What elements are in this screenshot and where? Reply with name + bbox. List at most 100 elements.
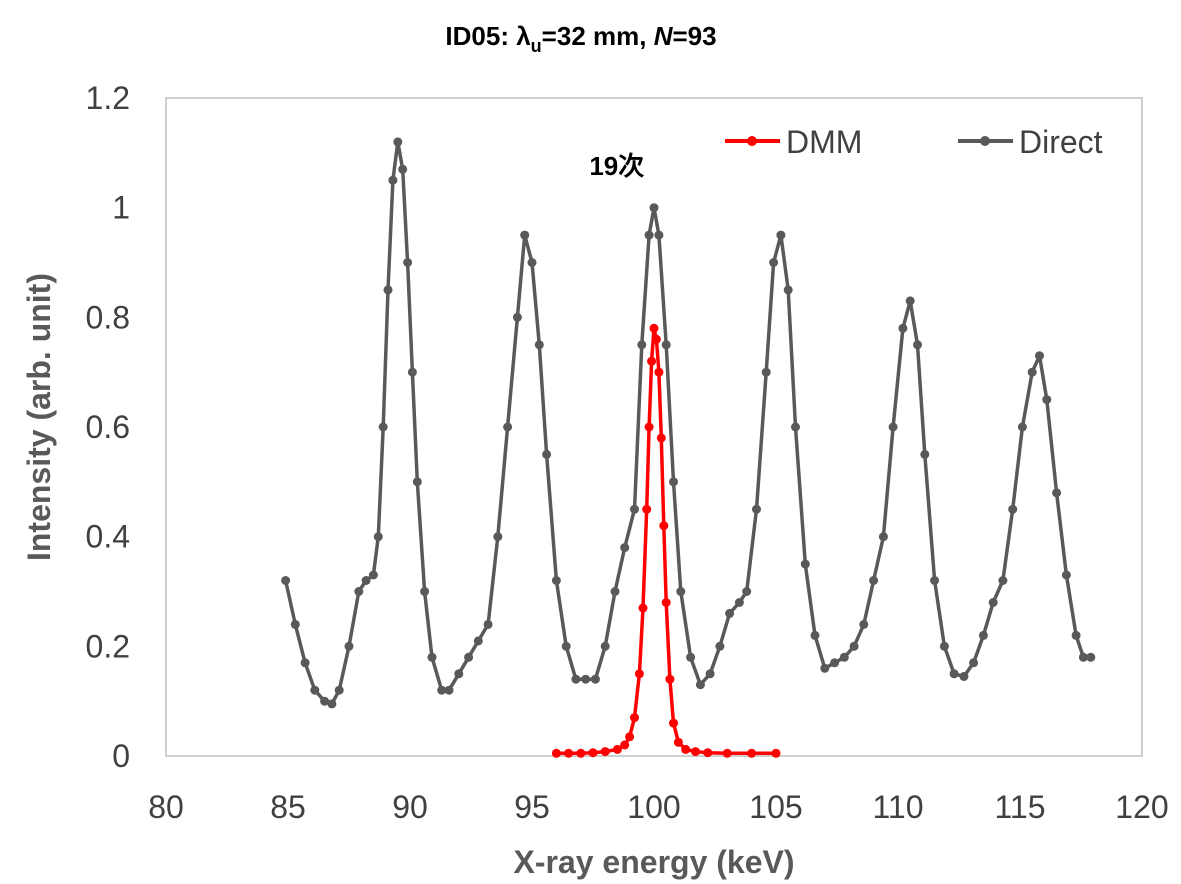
data-point-direct [810,630,820,640]
data-point-direct [776,230,786,240]
data-point-direct [959,672,969,681]
data-point-direct [420,587,430,596]
data-point-dmm [656,433,666,443]
y-tick-label: 0.6 [86,409,130,445]
data-point-direct [427,652,437,662]
data-point-dmm [551,748,561,758]
data-point-direct [344,641,354,651]
data-point-direct [398,164,408,174]
data-point-direct [654,230,664,240]
data-point-dmm [642,504,652,514]
data-point-direct [300,658,310,668]
data-point-direct [281,576,291,585]
data-point-direct [581,674,591,684]
x-tick-label: 115 [994,789,1045,825]
data-point-direct [378,422,388,432]
data-point-direct [327,699,337,709]
data-point-direct [998,576,1008,585]
data-point-direct [913,340,922,350]
legend-marker-direct [980,136,990,146]
x-tick-labels: 80 85 90 95 100 105 110 115 120 [148,789,1168,825]
data-point-direct [649,203,659,213]
data-point-direct [534,340,544,350]
y-tick-label: 1 [112,190,130,226]
data-point-dmm [630,713,639,723]
data-point-direct [520,230,530,240]
data-point-dmm [771,748,781,758]
data-point-direct [1052,488,1062,498]
x-tick-label: 90 [392,789,428,825]
data-point-direct [939,641,949,651]
y-tick-label: 0.4 [86,519,130,555]
x-axis-title: X-ray energy (keV) [513,844,794,880]
data-point-dmm [644,422,654,432]
data-point-direct [752,504,761,514]
series-line-dmm [556,326,776,756]
data-point-dmm [588,748,598,758]
series-layer [281,137,1096,758]
data-point-direct [849,641,859,651]
data-point-dmm [625,732,635,742]
data-point-direct [1042,395,1052,405]
data-point-direct [407,367,417,377]
x-tick-label: 100 [627,789,680,825]
data-point-direct [393,137,403,147]
data-point-direct [783,285,793,295]
data-point-direct [1078,652,1088,662]
data-point-direct [725,608,735,618]
data-point-dmm [673,737,683,747]
data-point-direct [888,422,898,432]
x-tick-label: 120 [1115,789,1168,825]
data-point-dmm [649,323,659,333]
data-point-dmm [638,603,648,613]
data-point-direct [898,323,908,333]
legend-label-dmm: DMM [786,124,862,160]
y-tick-label: 0 [112,738,130,774]
data-point-direct [734,598,744,607]
data-point-direct [949,669,959,679]
data-point-direct [590,674,600,684]
data-point-direct [1086,652,1096,662]
data-point-direct [1071,630,1081,640]
data-point-dmm [620,740,630,750]
data-point-direct [930,576,940,585]
data-point-direct [368,570,378,580]
data-point-direct [334,685,344,695]
data-point-direct [600,641,610,651]
legend-item-direct: Direct [958,124,1103,160]
x-tick-label: 85 [270,789,306,825]
data-point-dmm [703,748,713,758]
data-point-direct [676,587,686,596]
data-point-dmm [612,744,622,754]
data-point-dmm [647,356,657,366]
data-point-direct [920,449,930,459]
data-point-direct [464,652,474,662]
data-point-direct [820,663,830,673]
data-point-direct [454,669,464,679]
y-tick-labels: 0 0.2 0.4 0.6 0.8 1 1.2 [86,80,130,774]
data-point-dmm [659,521,669,531]
data-point-direct [869,576,879,585]
data-point-direct [437,685,447,695]
y-tick-label: 1.2 [86,80,130,116]
x-tick-label: 95 [514,789,550,825]
data-point-dmm [681,744,691,754]
data-point-direct [527,258,537,267]
data-point-direct [988,598,998,607]
series-direct [281,137,1096,709]
data-point-direct [388,175,398,185]
data-point-direct [661,340,671,350]
data-point-dmm [661,598,671,607]
data-point-dmm [634,669,644,679]
data-point-dmm [564,748,574,758]
data-point-direct [290,619,300,629]
data-point-direct [644,230,654,240]
data-point-direct [630,504,639,514]
data-point-direct [800,559,810,569]
data-point-direct [473,636,483,646]
data-point-direct [839,652,849,662]
peak-annotation: 19次 [589,151,644,181]
data-point-dmm [665,674,675,684]
data-point-direct [1017,422,1027,432]
